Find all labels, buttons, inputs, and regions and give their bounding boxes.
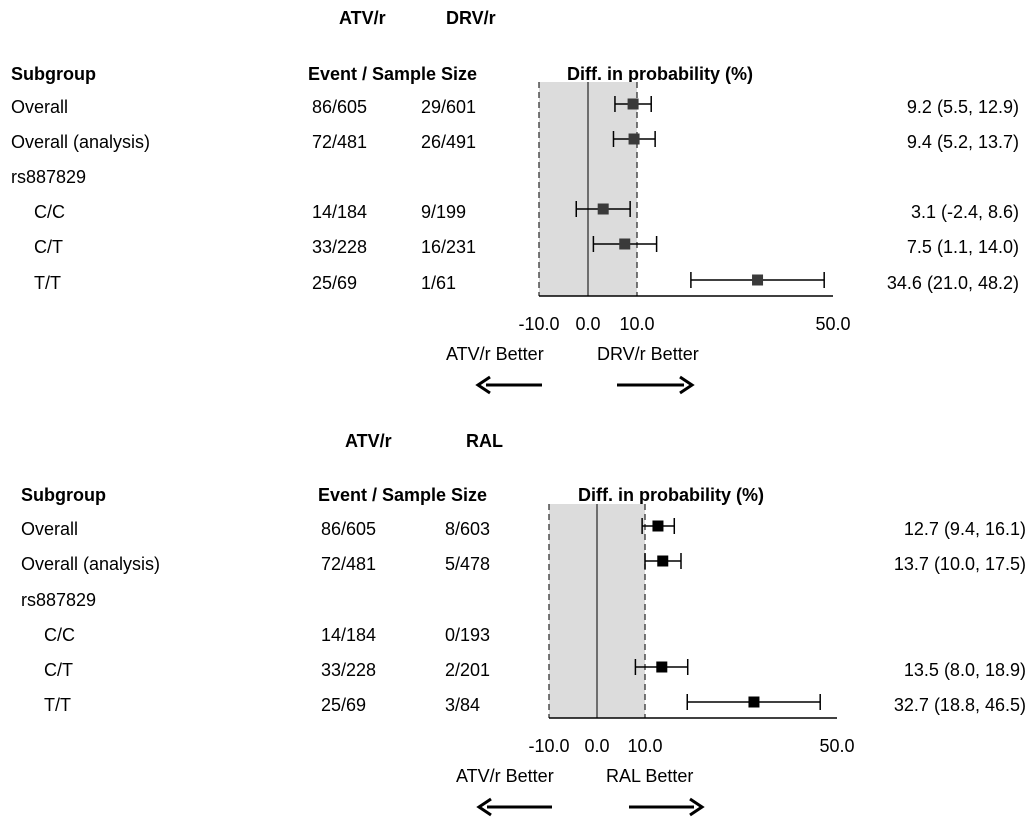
diff-header: Diff. in probability (%) — [567, 64, 753, 84]
row-ci: 3.1 (-2.4, 8.6) — [910, 202, 1019, 222]
row-g1: 14/184 — [321, 625, 377, 645]
row-g1: 86/605 — [321, 519, 377, 539]
row-label: C/T — [34, 237, 63, 257]
subgroup-header: Subgroup — [11, 64, 96, 84]
row-g2: 26/491 — [421, 132, 477, 152]
row-g2: 9/199 — [421, 202, 467, 222]
group2-header: RAL — [466, 431, 503, 451]
row-label: C/C — [44, 625, 75, 645]
row-g2: 0/193 — [445, 625, 491, 645]
right-arrow-head — [679, 375, 695, 395]
row-g2: 1/61 — [421, 273, 457, 293]
row-ci: 9.4 (5.2, 13.7) — [906, 132, 1019, 152]
subgroup-header: Subgroup — [21, 485, 106, 505]
estimate-marker — [657, 555, 669, 567]
estimate-marker — [627, 98, 639, 110]
left-better-label: ATV/r Better — [456, 766, 554, 786]
row-g1: 25/69 — [321, 695, 367, 715]
row-label: Overall — [21, 519, 79, 539]
x-tick-label: 10.0 — [619, 314, 654, 334]
x-tick-label: 10.0 — [627, 736, 662, 756]
row-g2: 29/601 — [421, 97, 477, 117]
left-better-label: ATV/r Better — [446, 344, 544, 364]
x-tick-label: -10.0 — [518, 314, 559, 334]
estimate-marker — [748, 696, 760, 708]
x-tick-label: -10.0 — [528, 736, 569, 756]
x-tick-label: 0.0 — [584, 736, 609, 756]
row-g2: 5/478 — [445, 554, 491, 574]
row-label: Overall — [11, 97, 69, 117]
right-better-label: DRV/r Better — [597, 344, 699, 364]
row-g2: 8/603 — [445, 519, 491, 539]
events-header: Event / Sample Size — [308, 64, 478, 84]
row-g2: 3/84 — [445, 695, 481, 715]
x-tick-label: 50.0 — [815, 314, 850, 334]
row-label: rs887829 — [21, 590, 97, 610]
diff-header: Diff. in probability (%) — [578, 485, 764, 505]
row-label: rs887829 — [11, 167, 87, 187]
x-tick-label: 0.0 — [575, 314, 600, 334]
events-header: Event / Sample Size — [318, 485, 488, 505]
estimate-marker — [597, 203, 609, 215]
row-label: Overall (analysis) — [21, 554, 161, 574]
estimate-marker — [628, 133, 640, 145]
row-g1: 86/605 — [312, 97, 368, 117]
right-arrow-head — [689, 797, 705, 817]
row-ci: 12.7 (9.4, 16.1) — [903, 519, 1026, 539]
row-label: C/C — [34, 202, 65, 222]
estimate-marker — [652, 520, 664, 532]
row-ci: 13.7 (10.0, 17.5) — [893, 554, 1026, 574]
row-label: Overall (analysis) — [11, 132, 151, 152]
row-label: T/T — [34, 273, 61, 293]
row-label: C/T — [44, 660, 73, 680]
row-g1: 33/228 — [321, 660, 377, 680]
row-g1: 25/69 — [312, 273, 358, 293]
row-ci: 9.2 (5.5, 12.9) — [906, 97, 1019, 117]
row-ci: 34.6 (21.0, 48.2) — [886, 273, 1019, 293]
estimate-marker — [619, 238, 631, 250]
estimate-marker — [656, 661, 668, 673]
row-g1: 72/481 — [321, 554, 377, 574]
group1-header: ATV/r — [345, 431, 392, 451]
left-arrow-head — [475, 375, 491, 395]
left-arrow-head — [476, 797, 492, 817]
row-ci: 13.5 (8.0, 18.9) — [903, 660, 1026, 680]
row-label: T/T — [44, 695, 71, 715]
row-ci: 32.7 (18.8, 46.5) — [893, 695, 1026, 715]
x-tick-label: 50.0 — [819, 736, 854, 756]
right-better-label: RAL Better — [606, 766, 694, 786]
group1-header: ATV/r — [339, 8, 386, 28]
group2-header: DRV/r — [446, 8, 496, 28]
row-g1: 33/228 — [312, 237, 368, 257]
row-g2: 16/231 — [421, 237, 477, 257]
estimate-marker — [752, 274, 764, 286]
row-g1: 72/481 — [312, 132, 368, 152]
row-ci: 7.5 (1.1, 14.0) — [906, 237, 1019, 257]
row-g2: 2/201 — [445, 660, 491, 680]
row-g1: 14/184 — [312, 202, 368, 222]
